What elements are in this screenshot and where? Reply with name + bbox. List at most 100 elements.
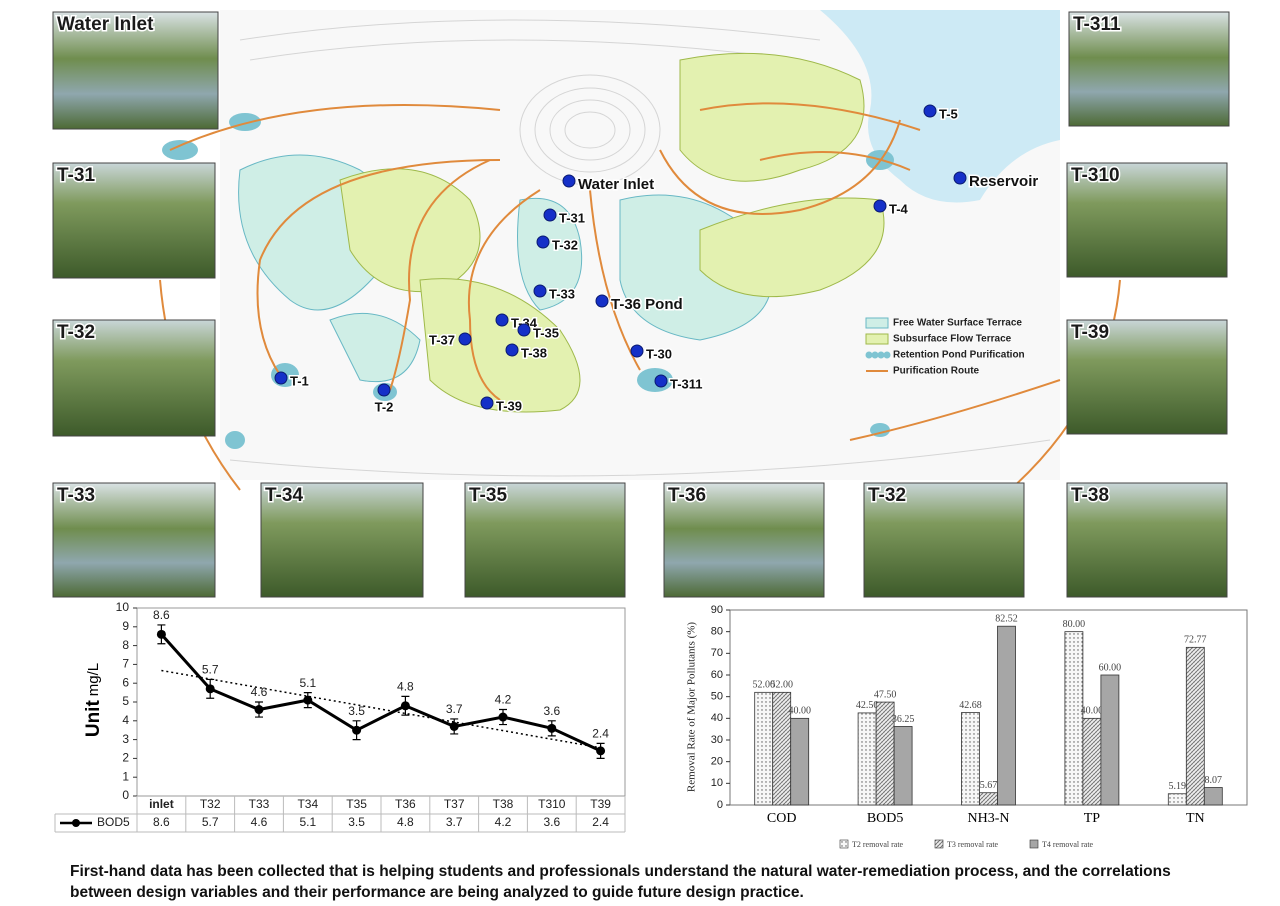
photo-label: T-36 xyxy=(668,485,706,506)
map-point xyxy=(654,374,668,388)
x-tick-label: T36 xyxy=(395,797,416,811)
map-point xyxy=(562,174,576,188)
bar xyxy=(961,712,980,806)
data-point xyxy=(156,629,166,639)
map-point-label: Water Inlet xyxy=(578,176,654,193)
table-value: 3.7 xyxy=(446,815,463,829)
data-label: 52.00 xyxy=(770,680,793,691)
legend-label: BOD5 xyxy=(97,815,130,829)
table-value: 5.7 xyxy=(202,815,219,829)
map-point-label: T-37 xyxy=(429,332,455,347)
data-label: 8.6 xyxy=(153,608,170,622)
data-label: 82.52 xyxy=(995,614,1018,625)
data-point xyxy=(352,725,362,735)
photo-label: T-35 xyxy=(469,485,507,506)
photo xyxy=(1068,11,1230,127)
y-tick-label: 9 xyxy=(122,619,129,633)
photo xyxy=(1066,482,1228,598)
legend-swatch xyxy=(871,351,879,359)
x-tick-label: T35 xyxy=(346,797,367,811)
map-point-label: T-311 xyxy=(670,376,703,391)
data-label: 36.25 xyxy=(892,714,915,725)
legend-swatch xyxy=(877,351,885,359)
data-label: 3.6 xyxy=(543,704,560,718)
legend-label: Free Water Surface Terrace xyxy=(893,318,1022,329)
photo xyxy=(1066,162,1228,278)
photo-label: Water Inlet xyxy=(57,14,154,35)
y-tick-label: 20 xyxy=(711,756,723,768)
x-tick-label: BOD5 xyxy=(867,811,904,826)
y-axis-label: Unit mg/L xyxy=(83,663,104,737)
photo xyxy=(52,162,216,279)
map-point xyxy=(630,344,644,358)
bar xyxy=(997,625,1016,806)
y-tick-label: 4 xyxy=(122,713,129,727)
x-tick-label: TN xyxy=(1186,811,1205,826)
table-value: 4.2 xyxy=(495,815,512,829)
legend-label: Purification Route xyxy=(893,366,980,377)
y-tick-label: 70 xyxy=(711,647,723,659)
y-tick-label: 50 xyxy=(711,691,723,703)
map-point-label: T-39 xyxy=(496,398,522,413)
photo xyxy=(863,482,1025,598)
y-axis-unit: Unit xyxy=(83,700,104,738)
caption-line: First-hand data has been collected that … xyxy=(70,863,1171,880)
map-point xyxy=(517,323,531,337)
map-point-label: T-1 xyxy=(290,373,309,388)
data-label: 5.67 xyxy=(980,780,998,791)
photo-label: T-39 xyxy=(1071,322,1109,343)
plot-frame xyxy=(136,607,626,797)
legend-label: Subsurface Flow Terrace xyxy=(893,334,1012,345)
map-point-label: T-31 xyxy=(559,210,585,225)
data-label: 3.7 xyxy=(446,702,463,716)
map-point-label: T-32 xyxy=(552,237,578,252)
photo xyxy=(663,482,825,598)
data-label: 4.8 xyxy=(397,680,414,694)
data-label: 3.5 xyxy=(348,704,365,718)
y-tick-label: 2 xyxy=(122,751,129,765)
y-tick-label: 6 xyxy=(122,675,129,689)
photo-label: T-32 xyxy=(868,485,906,506)
data-label: 52.00 xyxy=(752,680,775,691)
photo xyxy=(464,482,626,598)
bar xyxy=(1203,787,1223,806)
bar xyxy=(1064,631,1084,806)
y-tick-label: 5 xyxy=(122,694,129,708)
data-label: 42.68 xyxy=(959,700,982,711)
x-tick-label: T39 xyxy=(590,797,611,811)
data-label: 60.00 xyxy=(1099,662,1122,673)
map-point xyxy=(873,199,887,213)
y-tick-label: 60 xyxy=(711,669,723,681)
map-point-label: T-2 xyxy=(375,399,394,414)
data-label: 80.00 xyxy=(1063,619,1086,630)
map-point-label: T-35 xyxy=(533,325,559,340)
photo-label: T-31 xyxy=(57,165,95,186)
y-tick-label: 3 xyxy=(122,732,129,746)
map-point-label: T-38 xyxy=(521,345,547,360)
data-label: 4.6 xyxy=(251,685,268,699)
y-axis-label: Removal Rate of Major Pollutants (%) xyxy=(686,622,698,792)
data-label: 5.1 xyxy=(299,676,316,690)
y-tick-label: 8 xyxy=(122,638,129,652)
legend-label: T3 removal rate xyxy=(947,840,999,849)
map-point-label: T-33 xyxy=(549,286,575,301)
photo xyxy=(52,11,219,130)
data-label: 5.7 xyxy=(202,663,219,677)
legend-swatch xyxy=(865,317,889,329)
data-label: 5.19 xyxy=(1169,781,1187,792)
y-tick-label: 0 xyxy=(122,788,129,802)
map-point xyxy=(377,383,391,397)
photo xyxy=(260,482,424,598)
x-tick-label: T32 xyxy=(200,797,221,811)
x-tick-label: T37 xyxy=(444,797,465,811)
bar xyxy=(857,712,877,806)
y-tick-label: 10 xyxy=(711,777,723,789)
x-tick-label: NH3-N xyxy=(968,811,1010,826)
data-point xyxy=(498,712,508,722)
legend-label: Retention Pond Purification xyxy=(893,350,1025,361)
bar xyxy=(790,717,810,806)
bar xyxy=(754,691,774,806)
map-point-label: T-36 Pond xyxy=(611,296,683,313)
data-label: 2.4 xyxy=(592,727,609,741)
